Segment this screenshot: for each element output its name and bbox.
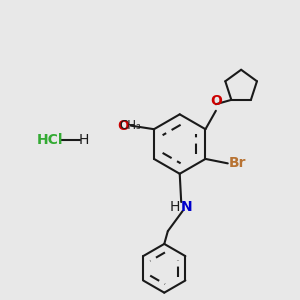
Text: O: O (118, 118, 130, 133)
Text: Br: Br (229, 156, 247, 170)
Text: CH₃: CH₃ (119, 119, 141, 132)
Text: HCl: HCl (37, 133, 64, 147)
Text: H: H (79, 133, 89, 147)
Text: O: O (211, 94, 222, 108)
Text: H: H (169, 200, 180, 214)
Text: N: N (181, 200, 192, 214)
